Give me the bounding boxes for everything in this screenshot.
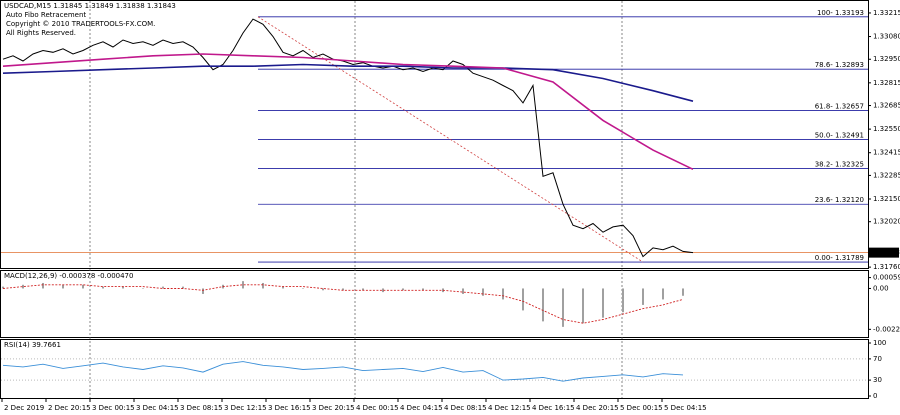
x-tick-label: 4 Dec 16:15 xyxy=(532,404,575,412)
annotation: Copyright © 2010 TRADERTOOLS-FX.COM. xyxy=(6,20,155,28)
macd-bar xyxy=(422,288,424,291)
y-tick-label: 1.32285 xyxy=(873,171,900,179)
macd-bar xyxy=(522,288,524,311)
last-price-label: 1.31843 xyxy=(871,249,900,257)
macd-bar xyxy=(542,288,544,322)
price-line xyxy=(2,63,694,102)
y-tick-label: 30 xyxy=(873,376,882,384)
x-tick-label: 3 Dec 12:15 xyxy=(224,404,267,412)
price-line xyxy=(2,53,694,171)
macd-bar xyxy=(482,288,484,296)
macd-bar xyxy=(602,288,604,318)
y-tick-label: 1.32950 xyxy=(873,55,900,63)
macd-bar xyxy=(362,288,364,291)
fib-label: 78.6- 1.32893 xyxy=(815,61,864,69)
price-panel xyxy=(0,0,869,269)
macd-bar xyxy=(242,281,244,289)
price-line xyxy=(2,18,694,258)
macd-bar xyxy=(162,286,164,289)
x-tick-label: 4 Dec 08:15 xyxy=(444,404,487,412)
y-tick-label: 1.31760 xyxy=(873,263,900,271)
macd-bar xyxy=(582,288,584,324)
y-tick-label: 100 xyxy=(873,339,886,347)
rsi-title: RSI(14) 39.7661 xyxy=(4,341,61,349)
macd-bar xyxy=(22,284,24,289)
signal-line xyxy=(2,284,684,324)
y-tick-label: 0.00 xyxy=(873,284,889,292)
fib-label: 61.8- 1.32657 xyxy=(815,102,864,110)
macd-bar xyxy=(122,286,124,289)
fib-label: 100- 1.33193 xyxy=(817,9,864,17)
x-tick-label: 3 Dec 08:15 xyxy=(180,404,223,412)
x-tick-label: 2 Dec 2019 xyxy=(4,404,44,412)
x-tick-label: 4 Dec 12:15 xyxy=(488,404,531,412)
macd-bar xyxy=(102,286,104,289)
macd-bar xyxy=(682,288,684,296)
macd-bar xyxy=(62,284,64,289)
macd-bar xyxy=(182,286,184,289)
macd-bar xyxy=(82,284,84,289)
y-tick-label: 1.33080 xyxy=(873,33,900,41)
macd-bar xyxy=(342,288,344,291)
macd-bar xyxy=(382,288,384,293)
macd-bar xyxy=(42,282,44,289)
macd-bar xyxy=(562,288,564,327)
x-tick-label: 4 Dec 04:15 xyxy=(400,404,443,412)
macd-bar xyxy=(402,288,404,291)
x-tick-label: 5 Dec 00:15 xyxy=(620,404,663,412)
fib-label: 38.2- 1.32325 xyxy=(815,160,864,168)
macd-bar xyxy=(262,282,264,289)
fib-label: 0.00- 1.31789 xyxy=(815,254,864,262)
y-tick-label: 1.32415 xyxy=(873,149,900,157)
y-tick-label: 1.32150 xyxy=(873,195,900,203)
last-price-box xyxy=(868,247,899,258)
y-tick-label: 1.33215 xyxy=(873,9,900,17)
macd-title: MACD(12,26,9) -0.000378 -0.000470 xyxy=(4,272,133,280)
fib-trend xyxy=(257,16,644,263)
x-tick-label: 3 Dec 20:15 xyxy=(312,404,355,412)
macd-bar xyxy=(462,288,464,294)
y-tick-label: 0 xyxy=(873,392,877,400)
macd-bar xyxy=(2,286,4,289)
y-tick-label: 1.32550 xyxy=(873,125,900,133)
annotation: Auto Fibo Retracement xyxy=(6,11,86,19)
macd-bar xyxy=(502,288,504,300)
y-tick-label: -0.002235 xyxy=(873,325,900,333)
macd-bar xyxy=(302,288,304,289)
y-tick-label: 0.000595 xyxy=(873,274,900,282)
x-tick-label: 4 Dec 20:15 xyxy=(576,404,619,412)
rsi-panel xyxy=(0,339,869,399)
fib-label: 50.0- 1.32491 xyxy=(815,131,864,139)
x-tick-label: 3 Dec 00:15 xyxy=(92,404,135,412)
rsi-line xyxy=(2,361,684,382)
y-tick-label: 70 xyxy=(873,355,882,363)
x-tick-label: 3 Dec 04:15 xyxy=(136,404,179,412)
macd-bar xyxy=(622,288,624,313)
x-tick-label: 4 Dec 00:15 xyxy=(356,404,399,412)
macd-bar xyxy=(142,288,144,289)
macd-panel xyxy=(0,270,869,338)
y-tick-label: 1.32685 xyxy=(873,102,900,110)
y-tick-label: 1.32815 xyxy=(873,79,900,87)
macd-bar xyxy=(662,288,664,300)
x-tick-label: 5 Dec 04:15 xyxy=(664,404,707,412)
symbol-title: USDCAD,M15 1.31845 1.31849 1.31838 1.318… xyxy=(4,2,176,10)
macd-bar xyxy=(642,288,644,305)
x-tick-label: 3 Dec 16:15 xyxy=(268,404,311,412)
x-tick-label: 2 Dec 20:15 xyxy=(48,404,91,412)
annotation: All Rights Reserved. xyxy=(6,29,76,37)
macd-bar xyxy=(202,288,204,294)
macd-bar xyxy=(322,288,324,291)
y-tick-label: 1.32020 xyxy=(873,218,900,226)
fib-label: 23.6- 1.32120 xyxy=(815,196,864,204)
macd-bar xyxy=(282,286,284,289)
